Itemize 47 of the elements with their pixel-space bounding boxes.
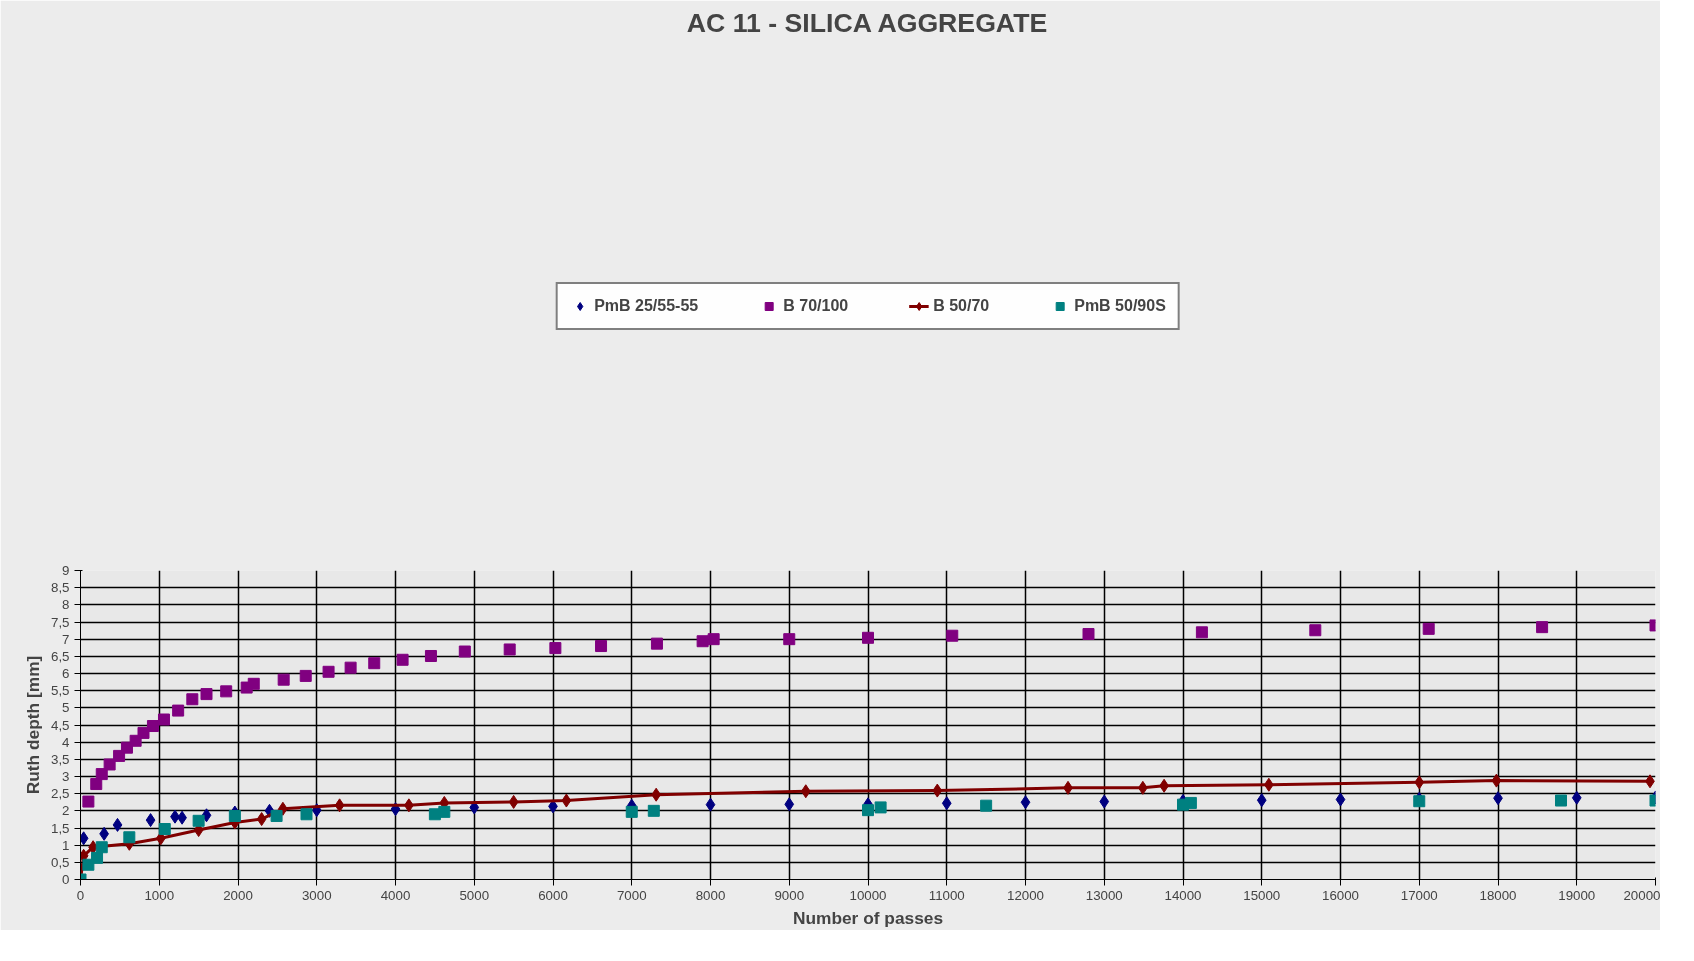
y-tick-label: 0,5 — [50, 854, 70, 870]
x-tick-label: 8000 — [695, 887, 726, 903]
y-tick-label: 5,5 — [50, 683, 70, 699]
legend-label: B 50/70 — [933, 297, 990, 315]
y-tick-label: 3,5 — [50, 751, 70, 767]
x-tick-label: 7000 — [616, 887, 647, 903]
x-tick-label: 11000 — [928, 887, 965, 903]
x-tick-label: 9000 — [774, 887, 805, 903]
x-tick-label: 10000 — [849, 887, 887, 903]
y-tick-label: 7,5 — [50, 614, 70, 630]
y-tick-label: 3 — [62, 769, 70, 784]
x-tick-label: 4000 — [380, 887, 411, 903]
x-tick-label: 1000 — [144, 887, 175, 903]
y-tick-label: 4 — [62, 734, 71, 750]
y-axis-title: Ruth depth [mm] — [22, 655, 43, 795]
x-tick-label: 12000 — [1006, 887, 1045, 903]
x-tick-label: 16000 — [1321, 887, 1360, 903]
x-tick-label: 15000 — [1243, 887, 1281, 903]
legend-label: PmB 50/90S — [1074, 297, 1166, 315]
x-tick-label: 2000 — [223, 887, 253, 903]
x-tick-label: 20000 — [1623, 887, 1661, 903]
x-axis-title: Number of passes — [792, 907, 944, 928]
y-tick-label: 1,5 — [50, 820, 70, 836]
y-tick-label: 5 — [62, 700, 70, 716]
y-tick-label: 6,5 — [50, 648, 70, 664]
x-tick-label: 14000 — [1164, 887, 1202, 903]
legend-label: B 70/100 — [783, 297, 849, 315]
y-tick-label: 4,5 — [50, 717, 70, 733]
y-tick-label: 8 — [62, 597, 70, 613]
y-tick-label: 0 — [62, 872, 70, 887]
y-tick-label: 6 — [62, 666, 70, 681]
x-tick-label: 18000 — [1479, 887, 1517, 903]
x-tick-label: 19000 — [1558, 887, 1596, 903]
y-tick-label: 8,5 — [50, 580, 70, 596]
y-tick-label: 9 — [62, 563, 70, 578]
y-tick-label: 2,5 — [50, 786, 70, 802]
x-tick-label: 3000 — [301, 887, 332, 903]
x-tick-label: 6000 — [538, 887, 568, 903]
x-tick-label: 17000 — [1400, 887, 1438, 903]
x-tick-label: 5000 — [459, 887, 490, 903]
legend-label: PmB 25/55-55 — [594, 297, 699, 315]
y-tick-label: 1 — [62, 837, 70, 853]
chart-title: AC 11 - SILICA AGGREGATE — [686, 7, 1048, 38]
y-tick-label: 2 — [62, 803, 70, 819]
x-tick-label: 0 — [76, 887, 85, 903]
x-tick-label: 13000 — [1085, 887, 1123, 903]
y-tick-label: 7 — [62, 631, 70, 647]
